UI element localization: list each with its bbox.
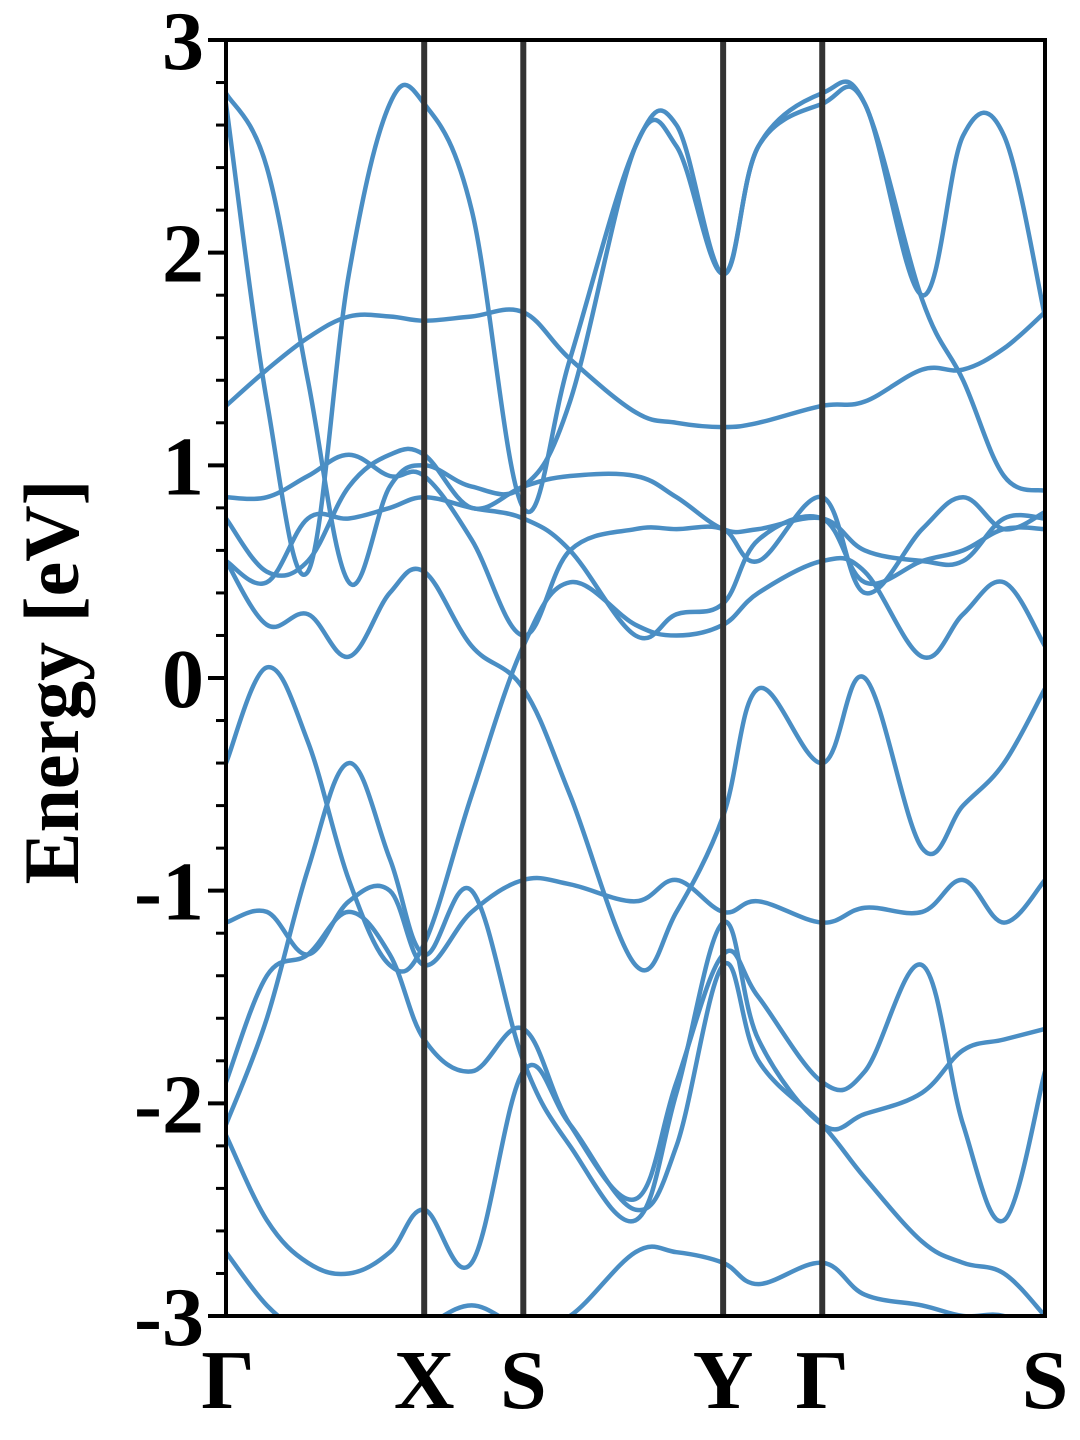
band-line-9 [226, 452, 1045, 638]
y-tick-label: -3 [134, 1271, 204, 1364]
band-line-12 [226, 79, 1045, 588]
plot-frame [224, 38, 1047, 1318]
band-line-1 [226, 555, 1045, 974]
y-tick-label: 1 [162, 420, 204, 513]
y-tick-label: 0 [162, 633, 204, 726]
band-line-13 [226, 82, 1045, 577]
x-tick-label-5: S [1022, 1334, 1069, 1427]
x-tick-label-2: S [500, 1334, 547, 1427]
band-line-8 [226, 446, 1045, 578]
band-line-7 [226, 1244, 1012, 1316]
band-line-6 [226, 960, 1045, 1316]
y-tick-labels: -3 -2 -1 0 1 2 3 [134, 0, 204, 1364]
band-line-4 [226, 909, 1045, 1224]
x-tick-label-1: X [394, 1334, 455, 1427]
y-tick-label: 3 [162, 0, 204, 88]
x-tick-label-3: Y [693, 1334, 754, 1427]
band-line-5 [226, 760, 1045, 1224]
band-line-11 [226, 307, 1045, 430]
band-line-3 [226, 875, 1045, 968]
y-tick-label: -1 [134, 846, 204, 939]
y-axis-label: Energy [eV] [8, 479, 95, 884]
y-tick-label: -2 [134, 1058, 204, 1151]
y-axis-ticks [208, 38, 226, 1318]
y-tick-label: 2 [162, 208, 204, 301]
kpoint-dividers [421, 40, 826, 1316]
x-tick-label-4: Γ [796, 1334, 849, 1427]
x-tick-label-0: Γ [201, 1334, 254, 1427]
band-line-2 [226, 558, 1045, 973]
band-line-10 [226, 494, 1045, 641]
band-lines [226, 79, 1045, 1316]
